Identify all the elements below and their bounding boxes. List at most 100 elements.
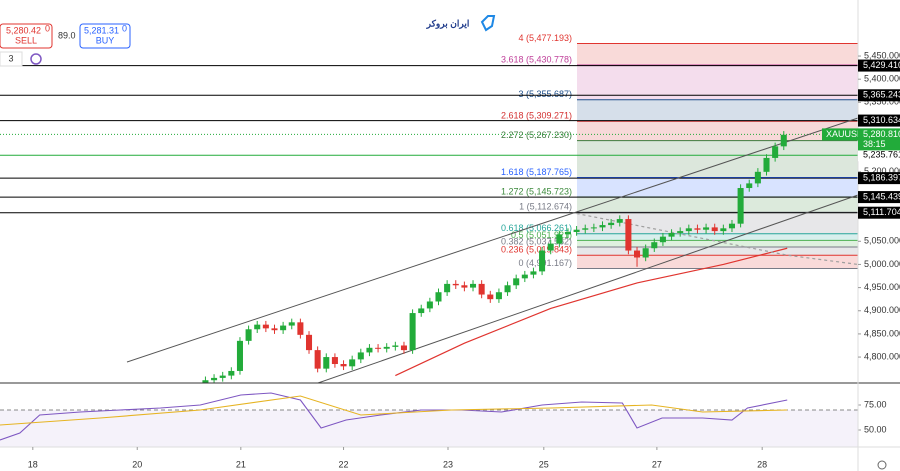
fib-band bbox=[577, 196, 858, 213]
candle-body bbox=[418, 308, 425, 314]
candle-body bbox=[521, 274, 528, 279]
candle-body bbox=[254, 324, 261, 330]
candle-body bbox=[573, 229, 580, 233]
sell-fraction: 0 bbox=[45, 23, 50, 33]
fib-band bbox=[577, 255, 858, 269]
candle-body bbox=[728, 223, 735, 229]
channel-lower bbox=[317, 194, 859, 384]
price-tag-label: 5,429.410 bbox=[863, 60, 900, 70]
fib-label: 3 (5,355.687) bbox=[518, 89, 572, 99]
rsi-tick-label: 50.00 bbox=[864, 424, 887, 434]
buy-button[interactable] bbox=[79, 23, 131, 49]
y-tick-label: 4,800.000 bbox=[864, 351, 900, 361]
rsi-tick-label: 75.00 bbox=[864, 399, 887, 409]
candle-body bbox=[599, 225, 606, 228]
fib-label: 4 (5,477.193) bbox=[518, 33, 572, 43]
fib-band bbox=[577, 212, 858, 234]
candle-body bbox=[513, 278, 520, 286]
last-price-tag bbox=[858, 128, 900, 151]
y-tick-label: 5,400.000 bbox=[864, 74, 900, 84]
candle-body bbox=[625, 219, 632, 251]
fib-label: 1.272 (5,145.723) bbox=[501, 186, 572, 196]
candle-body bbox=[504, 285, 511, 293]
x-tick-label: 27 bbox=[652, 459, 662, 469]
x-tick-label: 25 bbox=[539, 459, 549, 469]
fib-label: 1 (5,112.674) bbox=[519, 202, 572, 212]
candle-body bbox=[694, 228, 701, 230]
fib-band bbox=[577, 121, 858, 141]
candle-body bbox=[383, 346, 390, 349]
candle-body bbox=[280, 325, 287, 331]
candle-body bbox=[590, 227, 597, 229]
logo-icon bbox=[480, 15, 496, 32]
price-tag-label: 5,235.761 bbox=[863, 150, 900, 160]
candle-body bbox=[375, 347, 382, 349]
channel-upper bbox=[126, 117, 859, 363]
fib-band bbox=[577, 99, 858, 122]
candle-body bbox=[435, 292, 442, 302]
last-price-label: 5,280.810 bbox=[863, 129, 900, 139]
candle-body bbox=[305, 334, 313, 351]
candle-body bbox=[539, 250, 546, 272]
y-tick-label: 5,050.000 bbox=[864, 236, 900, 246]
candle-body bbox=[685, 228, 692, 232]
candle-body bbox=[366, 347, 373, 353]
price-tag bbox=[858, 89, 900, 102]
fib-label: 0.382 (5,037.582) bbox=[501, 236, 572, 246]
moving-average bbox=[395, 247, 788, 377]
candle-body bbox=[262, 324, 269, 329]
price-tag bbox=[858, 59, 900, 72]
price-tag-label: 5,111.704 bbox=[863, 207, 900, 217]
interval-box[interactable] bbox=[0, 51, 23, 67]
symbol-label: XAUUSD bbox=[826, 129, 864, 139]
price-tag-label: 5,310.634 bbox=[863, 115, 900, 125]
candle-body bbox=[461, 285, 468, 288]
interval: 3 bbox=[8, 53, 13, 63]
fib-label: 2.272 (5,267.230) bbox=[501, 130, 572, 140]
price-tag bbox=[858, 149, 900, 162]
candle-body bbox=[754, 171, 761, 184]
fib-band bbox=[577, 140, 858, 178]
fib-band bbox=[577, 177, 858, 197]
candle-body bbox=[314, 350, 321, 369]
fib-label: 1.618 (5,187.765) bbox=[501, 167, 572, 177]
candle-body bbox=[763, 157, 770, 172]
candle-body bbox=[582, 228, 589, 230]
candle-body bbox=[444, 283, 451, 293]
y-tick-label: 5,450.000 bbox=[864, 50, 900, 60]
fib-band bbox=[577, 233, 858, 241]
sync-icon[interactable] bbox=[30, 53, 42, 65]
candle-body bbox=[780, 134, 787, 147]
fib-label: 3.618 (5,430.778) bbox=[501, 54, 572, 64]
symbol-tag bbox=[822, 128, 858, 141]
sell-button[interactable] bbox=[0, 23, 53, 49]
settings-icon[interactable] bbox=[877, 460, 887, 470]
candle-body bbox=[452, 283, 459, 286]
candle-body bbox=[556, 234, 563, 244]
candle-body bbox=[211, 377, 218, 381]
fib-band bbox=[577, 43, 858, 65]
rsi-band bbox=[0, 410, 858, 447]
y-tick-label: 5,350.000 bbox=[864, 97, 900, 107]
x-tick-label: 28 bbox=[757, 459, 767, 469]
y-tick-label: 5,200.000 bbox=[864, 166, 900, 176]
candle-body bbox=[711, 227, 718, 232]
candle-body bbox=[288, 322, 295, 326]
fib-label: 0.618 (5,066.261) bbox=[501, 223, 572, 233]
x-tick-label: 20 bbox=[132, 459, 142, 469]
candle-body bbox=[400, 345, 407, 351]
candle-body bbox=[772, 146, 779, 158]
rsi-line bbox=[0, 392, 788, 441]
price-tag-label: 5,145.439 bbox=[863, 191, 900, 201]
y-tick-label: 4,950.000 bbox=[864, 282, 900, 292]
candle-body bbox=[470, 283, 477, 288]
candle-body bbox=[737, 188, 744, 224]
fib-band bbox=[577, 64, 858, 100]
logo-text: ایران بروکر bbox=[426, 18, 470, 29]
candle-body bbox=[236, 340, 243, 371]
x-tick-label: 23 bbox=[443, 459, 453, 469]
price-tag-label: 5,365.243 bbox=[863, 90, 900, 100]
y-tick-label: 5,000.000 bbox=[864, 259, 900, 269]
fib-band bbox=[577, 247, 858, 256]
sell-price: 5,280.42 bbox=[6, 25, 41, 35]
